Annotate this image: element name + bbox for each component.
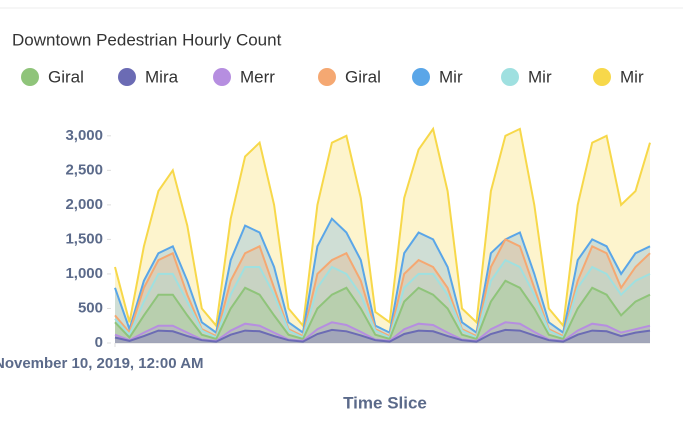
y-tick-label: 1,000 <box>65 265 103 282</box>
legend-label: Giral <box>345 67 381 86</box>
x-axis-label: Time Slice <box>343 393 427 412</box>
legend-label: Merr <box>240 67 275 86</box>
y-tick-label: 2,500 <box>65 161 103 178</box>
chart-title: Downtown Pedestrian Hourly Count <box>12 30 282 49</box>
area-line <box>114 258 651 339</box>
legend-swatch <box>118 68 136 86</box>
legend-swatch <box>501 68 519 86</box>
legend-swatch <box>593 68 611 86</box>
y-tick-label: 3,000 <box>65 127 103 144</box>
x-tick-label: November 10, 2019, 12:00 AM <box>0 355 204 372</box>
area-line <box>114 238 651 338</box>
legend-label: Mir <box>439 67 463 86</box>
legend-swatch <box>21 68 39 86</box>
legend-swatch <box>318 68 336 86</box>
legend-swatch <box>213 68 231 86</box>
legend-label: Mir <box>528 67 552 86</box>
legend-label: Mira <box>145 67 179 86</box>
area-fill <box>115 329 650 343</box>
y-tick-label: 2,000 <box>65 196 103 213</box>
area-fill <box>115 218 650 343</box>
legend-label: Mir <box>620 67 644 86</box>
area-fill <box>115 322 650 343</box>
legend-label: Giral <box>48 67 84 86</box>
y-tick-label: 0 <box>95 334 103 351</box>
legend-swatch <box>412 68 430 86</box>
y-tick-label: 1,500 <box>65 230 103 247</box>
area-line <box>114 279 651 341</box>
area-line <box>114 126 651 329</box>
area-fill <box>115 260 650 343</box>
area-fill <box>115 280 650 343</box>
area-line <box>114 328 651 343</box>
y-tick-label: 500 <box>78 299 103 316</box>
area-line <box>114 217 651 335</box>
